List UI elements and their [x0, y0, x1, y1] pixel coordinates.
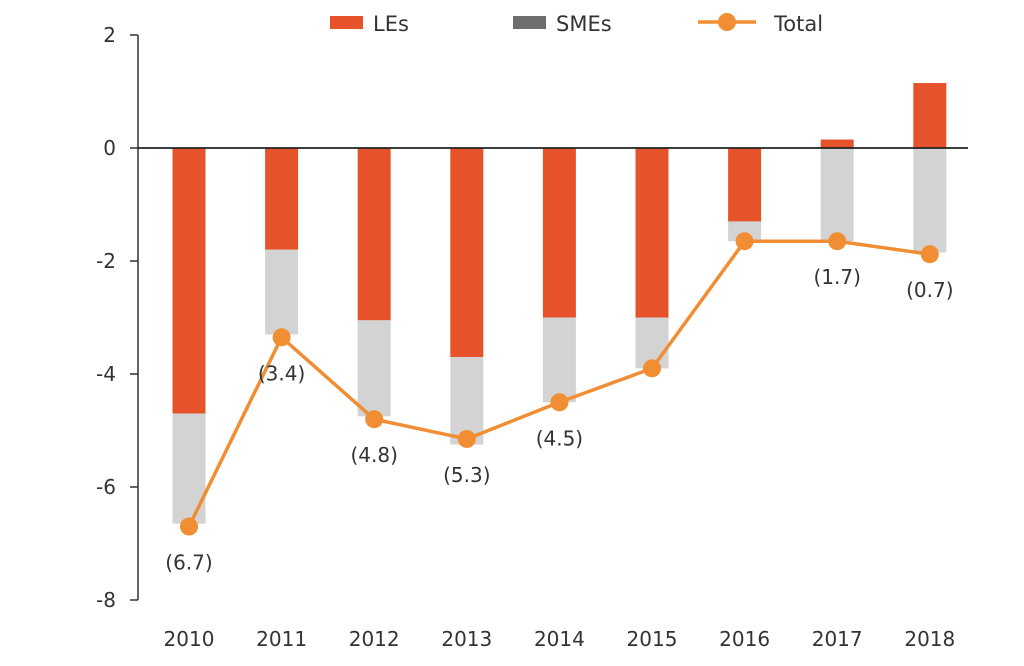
- total-marker-2017: [828, 232, 847, 251]
- bar-smes-2018: [913, 148, 947, 253]
- bar-smes-2010: [172, 413, 206, 524]
- total-marker-2015: [643, 359, 661, 378]
- x-tick-label-2011: 2011: [256, 627, 307, 651]
- total-marker-2013: [457, 429, 476, 448]
- total-marker-2010: [180, 517, 198, 536]
- bar-les-2012: [357, 148, 391, 321]
- bar-les-2015: [635, 148, 669, 318]
- x-tick-label-2013: 2013: [441, 627, 492, 651]
- x-tick-label-2015: 2015: [627, 627, 678, 651]
- data-labels-layer: (6.7) (3.4) (4.8) (5.3) (4.5) (1.7) (0.7): [165, 265, 953, 574]
- data-label-2010: (6.7): [165, 551, 212, 575]
- bar-smes-2012: [357, 320, 391, 417]
- legend: LEs SMEs Total: [330, 12, 823, 36]
- bar-les-2010: [172, 148, 206, 414]
- y-tick-label: -4: [96, 362, 116, 386]
- bar-smes-2017: [820, 148, 854, 242]
- axes-layer: 2 0 -2 -4 -6 -8 2010 2011 2012 2013 2014 2015 2016 20…: [96, 23, 968, 651]
- y-tick-label: 2: [103, 23, 116, 47]
- bars-layer: [172, 83, 947, 524]
- y-tick-label: 0: [103, 136, 116, 160]
- bar-smes-2014: [542, 317, 576, 403]
- data-label-2014: (4.5): [536, 426, 583, 450]
- bar-les-2018: [913, 83, 947, 148]
- y-tick-label: -6: [96, 475, 116, 499]
- total-marker-2014: [550, 393, 569, 412]
- data-label-2011: (3.4): [258, 361, 305, 385]
- legend-swatch-les: [330, 16, 363, 29]
- x-tick-label-2017: 2017: [812, 627, 863, 651]
- x-tick-label-2018: 2018: [904, 627, 955, 651]
- x-tick-label-2014: 2014: [534, 627, 585, 651]
- x-tick-label-2012: 2012: [349, 627, 400, 651]
- y-tick-label: -8: [96, 588, 116, 612]
- data-label-2017: (1.7): [813, 265, 860, 289]
- data-label-2013: (5.3): [443, 463, 490, 487]
- legend-label-smes: SMEs: [556, 12, 612, 36]
- x-tick-label-2016: 2016: [719, 627, 770, 651]
- bar-les-2017: [820, 139, 854, 148]
- data-label-2012: (4.8): [350, 443, 397, 467]
- bar-les-2013: [450, 148, 484, 358]
- total-marker-2012: [365, 410, 384, 429]
- total-marker-2016: [735, 232, 754, 251]
- bar-les-2016: [728, 148, 762, 222]
- legend-label-total: Total: [773, 12, 823, 36]
- legend-marker-total: [718, 13, 736, 31]
- x-tick-label-2010: 2010: [164, 627, 215, 651]
- bar-les-2014: [542, 148, 576, 318]
- legend-swatch-smes: [513, 16, 546, 29]
- total-marker-2018: [920, 245, 939, 264]
- total-marker-2011: [272, 328, 291, 347]
- bar-smes-2011: [265, 249, 299, 335]
- legend-label-les: LEs: [373, 12, 409, 36]
- data-label-2018: (0.7): [906, 278, 953, 302]
- y-tick-label: -2: [96, 249, 116, 273]
- bar-smes-2016: [728, 221, 762, 242]
- total-line-layer: [180, 232, 939, 536]
- bar-les-2011: [265, 148, 299, 250]
